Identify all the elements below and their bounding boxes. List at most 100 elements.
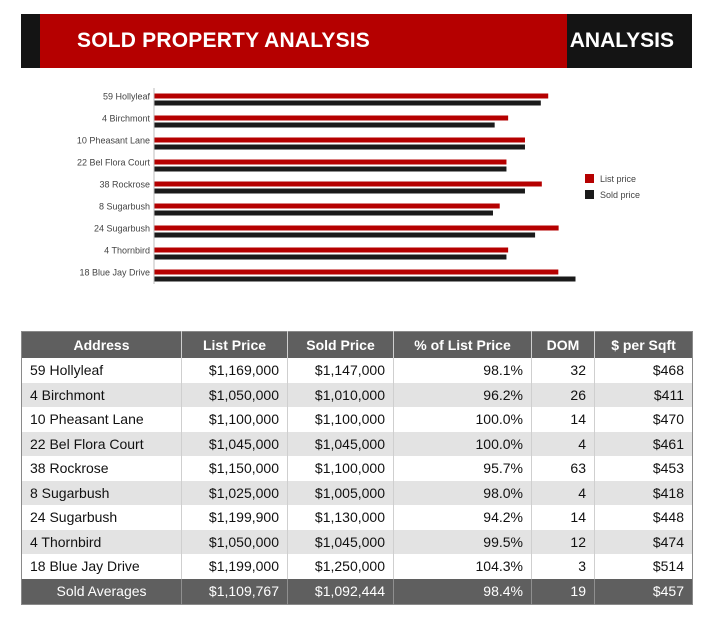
category-label: 59 Hollyleaf: [103, 92, 151, 102]
table-cell: 14: [531, 505, 595, 530]
table-cell: $514: [594, 554, 693, 579]
category-label: 4 Thornbird: [104, 246, 150, 256]
table-cell: 59 Hollyleaf: [21, 358, 182, 383]
table-cell: $1,010,000: [287, 382, 394, 407]
list-price-bar: [154, 137, 525, 143]
legend-label-sold-price: Sold price: [600, 190, 640, 200]
table-cell: $1,100,000: [181, 407, 288, 432]
table-cell: $1,130,000: [287, 505, 394, 530]
table-cell: $448: [594, 505, 693, 530]
category-label: 10 Pheasant Lane: [77, 136, 150, 146]
table-cell: $474: [594, 529, 693, 554]
table-cell: 96.2%: [393, 382, 532, 407]
table-cell: 8 Sugarbush: [21, 480, 182, 505]
table-row: 8 Sugarbush $1,025,000 $1,005,000 98.0% 4 $41…: [21, 480, 693, 505]
table-cell: $1,147,000: [287, 358, 394, 383]
category-label: 38 Rockrose: [99, 180, 150, 190]
column-header: Sold Price: [287, 331, 394, 358]
sold-price-bar: [154, 276, 576, 282]
column-header: Address: [21, 331, 182, 358]
table-cell: 3: [531, 554, 595, 579]
table-cell: 100.0%: [393, 407, 532, 432]
table-cell: 63: [531, 456, 595, 481]
table-cell: $453: [594, 456, 693, 481]
sold-price-bar: [154, 254, 507, 260]
legend-swatch-list-price: [585, 174, 594, 183]
table-cell: $1,005,000: [287, 480, 394, 505]
table-cell: 12: [531, 529, 595, 554]
header-banner: SOLD PROPERTY ANALYSIS ANALYSIS: [21, 14, 692, 68]
list-price-bar: [154, 93, 549, 99]
table-row: 18 Blue Jay Drive $1,199,000 $1,250,000 104…: [21, 554, 693, 579]
section-tag: ANALYSIS: [569, 29, 674, 52]
column-header: List Price: [181, 331, 288, 358]
table-body: 59 Hollyleaf $1,169,000 $1,147,000 98.1% 32 $…: [21, 358, 693, 579]
table-cell: $1,045,000: [287, 529, 394, 554]
table-row: 10 Pheasant Lane $1,100,000 $1,100,000 100.…: [21, 407, 693, 432]
table-cell: $1,045,000: [181, 431, 288, 456]
category-label: 24 Sugarbush: [94, 224, 150, 234]
table-cell: $1,150,000: [181, 456, 288, 481]
table-cell: 4 Birchmont: [21, 382, 182, 407]
table-cell: 4: [531, 431, 595, 456]
table-row: 22 Bel Flora Court $1,045,000 $1,045,000 10…: [21, 431, 693, 456]
average-cell: $1,092,444: [287, 578, 394, 604]
table-row: 4 Thornbird $1,050,000 $1,045,000 99.5% 12 $4…: [21, 529, 693, 554]
table-cell: $1,199,900: [181, 505, 288, 530]
averages-label: Sold Averages: [21, 578, 182, 604]
table-cell: 10 Pheasant Lane: [21, 407, 182, 432]
table-row: 38 Rockrose $1,150,000 $1,100,000 95.7% 63 $4…: [21, 456, 693, 481]
list-price-bar: [154, 225, 559, 231]
category-label: 22 Bel Flora Court: [77, 158, 151, 168]
table-cell: 14: [531, 407, 595, 432]
column-header: $ per Sqft: [594, 331, 693, 358]
list-price-bar: [154, 203, 500, 209]
table-cell: $1,169,000: [181, 358, 288, 383]
price-bar-chart: 59 Hollyleaf 4 Birchmont 10 Pheasant Lane 2…: [77, 88, 640, 284]
page-title: SOLD PROPERTY ANALYSIS: [77, 29, 371, 52]
table-cell: 22 Bel Flora Court: [21, 431, 182, 456]
column-header: DOM: [531, 331, 595, 358]
sold-price-bar: [154, 232, 536, 238]
table-cell: 38 Rockrose: [21, 456, 182, 481]
category-label: 4 Birchmont: [102, 114, 151, 124]
averages-row: Sold Averages $1,109,767 $1,092,444 98.4% 19…: [21, 578, 693, 604]
table-cell: 4 Thornbird: [21, 529, 182, 554]
table-cell: 99.5%: [393, 529, 532, 554]
column-header: % of List Price: [393, 331, 532, 358]
table-cell: 24 Sugarbush: [21, 505, 182, 530]
sold-price-bar: [154, 210, 493, 216]
sold-price-bar: [154, 144, 525, 150]
table-cell: 98.0%: [393, 480, 532, 505]
average-cell: $457: [594, 578, 693, 604]
category-label: 18 Blue Jay Drive: [79, 268, 150, 278]
table-row: 59 Hollyleaf $1,169,000 $1,147,000 98.1% 32 $…: [21, 358, 693, 383]
table-cell: $470: [594, 407, 693, 432]
table-cell: 100.0%: [393, 431, 532, 456]
table-cell: $411: [594, 382, 693, 407]
table-cell: 4: [531, 480, 595, 505]
table-cell: $468: [594, 358, 693, 383]
list-price-bar: [154, 115, 509, 121]
table-cell: $461: [594, 431, 693, 456]
list-price-bar: [154, 247, 509, 253]
sold-price-bar: [154, 100, 541, 106]
sold-price-bar: [154, 166, 507, 172]
table-cell: $1,025,000: [181, 480, 288, 505]
table-cell: $1,050,000: [181, 382, 288, 407]
list-price-bar: [154, 159, 507, 165]
category-label: 8 Sugarbush: [99, 202, 150, 212]
table-cell: $1,050,000: [181, 529, 288, 554]
table-cell: 18 Blue Jay Drive: [21, 554, 182, 579]
table-cell: $1,199,000: [181, 554, 288, 579]
table-cell: 32: [531, 358, 595, 383]
average-cell: 98.4%: [393, 578, 532, 604]
table-cell: $1,045,000: [287, 431, 394, 456]
table-cell: 26: [531, 382, 595, 407]
average-cell: $1,109,767: [181, 578, 288, 604]
table-row: 4 Birchmont $1,050,000 $1,010,000 96.2% 26 $4…: [21, 382, 693, 407]
table-cell: 98.1%: [393, 358, 532, 383]
table-row: 24 Sugarbush $1,199,900 $1,130,000 94.2% 14 $…: [21, 505, 693, 530]
table-cell: $1,100,000: [287, 407, 394, 432]
table-cell: 94.2%: [393, 505, 532, 530]
